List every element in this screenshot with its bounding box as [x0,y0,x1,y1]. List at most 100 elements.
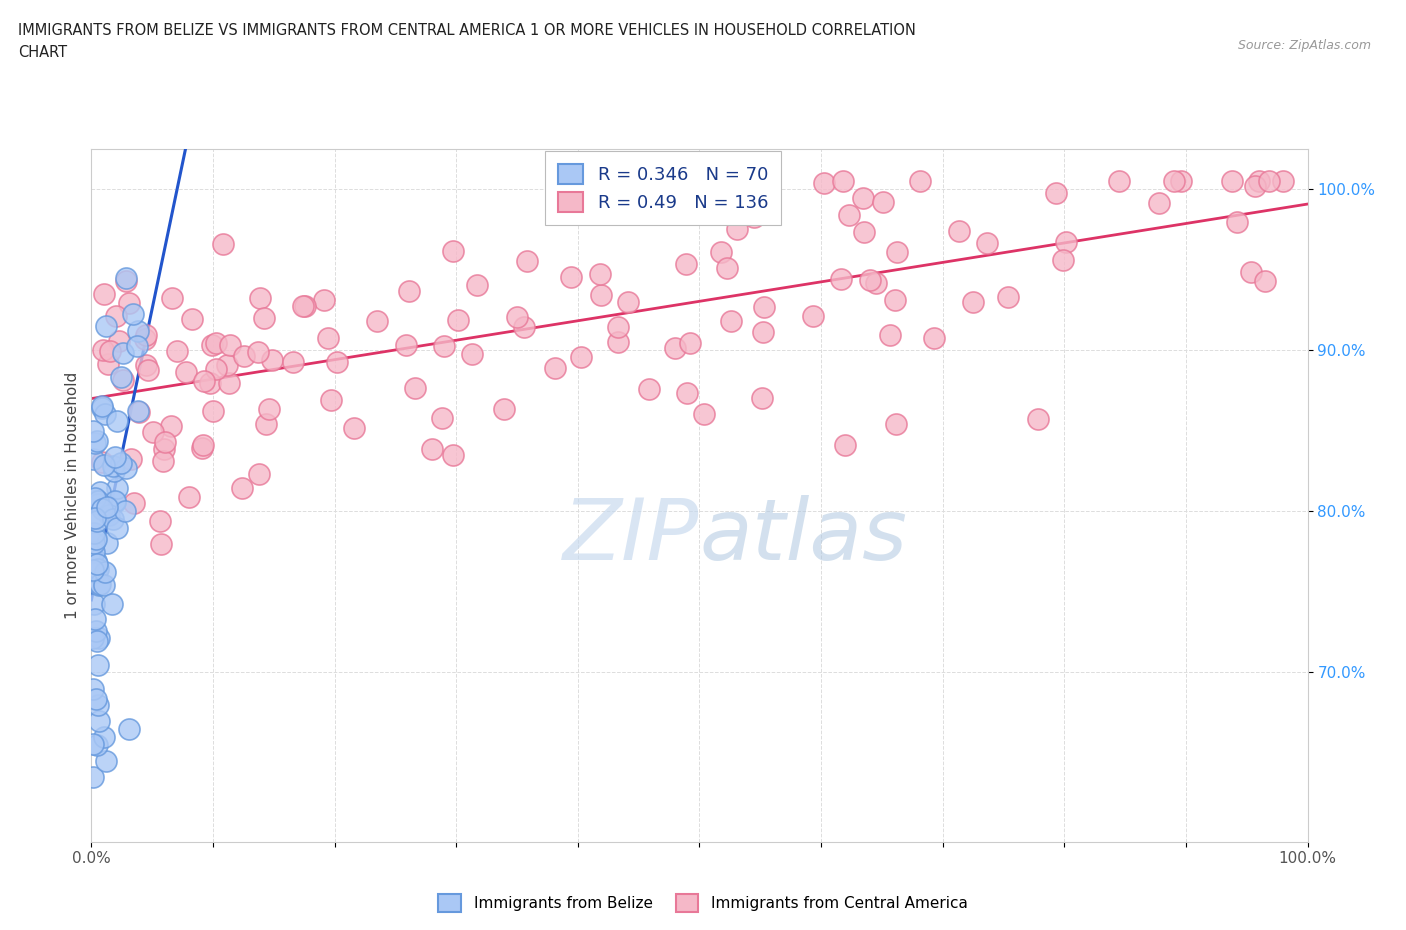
Point [104,494,127,509]
Point [198,376,221,391]
Point [752,178,775,193]
Point [859,272,882,287]
Point [84,511,107,525]
Point [924,330,946,345]
Point [91,399,114,414]
Point [121,307,143,322]
Point [86,497,108,512]
Point [205,336,228,351]
Point [506,310,529,325]
Point [83,525,105,540]
Point [91,401,114,416]
Point [84,692,107,707]
Point [616,295,638,310]
Point [115,461,138,476]
Point [1254,273,1277,288]
Point [107,414,129,429]
Point [679,335,702,350]
Point [86,737,108,752]
Point [96,499,118,514]
Point [249,467,271,482]
Point [281,355,304,370]
Point [86,513,108,528]
Point [976,235,998,250]
Point [150,536,173,551]
Point [82,631,104,645]
Text: atlas: atlas [699,496,907,578]
Point [879,327,901,342]
Point [110,455,132,470]
Point [107,521,129,536]
Point [692,406,714,421]
Point [569,350,592,365]
Point [149,513,172,528]
Point [111,346,134,361]
Point [93,578,115,592]
Point [294,299,316,314]
Point [191,437,214,452]
Point [98,343,121,358]
Point [316,331,339,346]
Point [191,440,214,455]
Point [82,423,104,438]
Point [962,294,984,309]
Point [82,681,104,696]
Point [89,577,111,591]
Point [82,770,104,785]
Point [447,312,470,327]
Point [291,299,314,313]
Point [114,503,136,518]
Point [93,458,115,472]
Point [90,454,112,469]
Point [948,224,970,239]
Point [997,289,1019,304]
Text: CHART: CHART [18,45,67,60]
Point [101,458,124,473]
Point [742,209,765,224]
Point [675,257,697,272]
Point [366,313,388,328]
Point [93,286,115,301]
Point [249,290,271,305]
Point [94,407,117,422]
Point [1108,174,1130,189]
Point [166,343,188,358]
Point [710,245,733,259]
Point [910,174,932,189]
Text: IMMIGRANTS FROM BELIZE VS IMMIGRANTS FROM CENTRAL AMERICA 1 OR MORE VEHICLES IN : IMMIGRANTS FROM BELIZE VS IMMIGRANTS FRO… [18,23,917,38]
Point [84,565,107,579]
Point [96,536,118,551]
Point [114,271,136,286]
Point [107,481,129,496]
Point [83,597,105,612]
Point [101,512,124,526]
Point [247,345,270,360]
Point [752,299,775,314]
Point [86,562,108,577]
Point [217,357,239,372]
Point [420,442,443,457]
Point [254,417,277,432]
Point [1026,412,1049,427]
Point [494,402,516,417]
Point [201,338,224,352]
Point [84,490,107,505]
Point [87,713,110,728]
Point [142,425,165,440]
Point [607,319,630,334]
Point [1163,174,1185,189]
Point [260,352,283,367]
Point [91,342,114,357]
Point [83,436,105,451]
Point [87,494,110,509]
Point [83,612,105,627]
Point [314,293,336,308]
Point [441,447,464,462]
Point [122,496,145,511]
Point [94,753,117,768]
Point [87,658,110,672]
Point [82,451,104,466]
Point [872,194,894,209]
Point [432,410,454,425]
Point [193,374,215,389]
